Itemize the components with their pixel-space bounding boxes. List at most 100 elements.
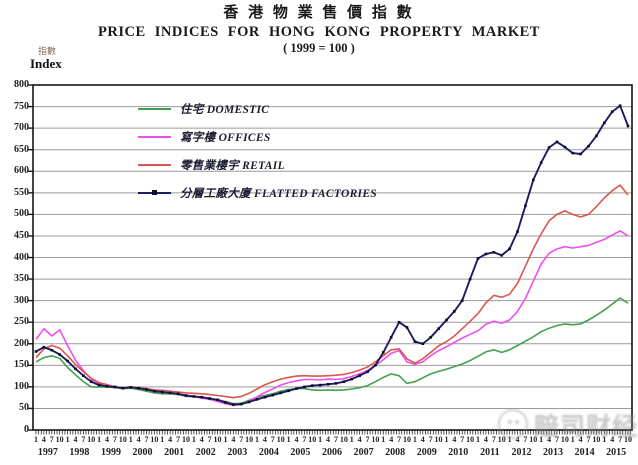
y-axis-label: 0 xyxy=(24,424,29,435)
series-marker xyxy=(508,247,511,251)
series-marker xyxy=(563,145,567,149)
x-axis-month-label: 10 xyxy=(402,435,411,444)
x-axis-month-label: 10 xyxy=(55,435,64,444)
x-axis-month-label: 7 xyxy=(523,435,528,444)
x-axis-month-label: 4 xyxy=(136,435,141,444)
x-axis-month-label: 4 xyxy=(41,435,46,444)
chart-base-year-note: ( 1999 = 100 ) xyxy=(283,40,355,55)
y-axis-label: 650 xyxy=(14,143,29,155)
series-marker xyxy=(334,382,338,385)
x-axis-month-label: 7 xyxy=(302,435,307,444)
x-axis-month-label: 4 xyxy=(357,435,362,444)
x-axis-month-label: 4 xyxy=(105,435,110,444)
x-axis-year-label: 2011 xyxy=(480,447,500,458)
series-marker xyxy=(326,383,330,386)
x-axis-year-label: 2000 xyxy=(132,447,153,458)
x-axis-month-label: 1 xyxy=(128,435,133,444)
series-marker xyxy=(453,310,456,313)
series-marker xyxy=(239,402,243,406)
x-axis-month-label: 10 xyxy=(213,435,222,444)
legend-item-flatted-factories: 分層工廠大廈 FLATTED FACTORIES xyxy=(138,179,377,207)
x-axis-year-label: 2007 xyxy=(353,447,374,458)
x-axis-month-label: 7 xyxy=(554,435,559,444)
x-axis-month-label: 4 xyxy=(547,435,552,444)
series-marker xyxy=(610,110,614,113)
series-marker xyxy=(350,377,353,381)
legend-item-retail: 零售業樓宇 RETAIL xyxy=(138,151,377,179)
series-marker xyxy=(192,395,196,398)
legend-label: 寫字樓 OFFICES xyxy=(180,132,271,144)
series-marker xyxy=(247,400,251,404)
series-marker xyxy=(524,204,527,208)
x-axis-month-label: 4 xyxy=(578,435,583,444)
x-axis-month-label: 4 xyxy=(294,435,299,444)
series-marker xyxy=(555,140,559,144)
series-marker xyxy=(389,336,393,339)
x-axis-month-label: 1 xyxy=(286,435,291,444)
x-axis-year-label: 2006 xyxy=(322,447,342,458)
x-axis-month-label: 10 xyxy=(181,435,190,444)
series-marker xyxy=(97,383,101,387)
series-marker xyxy=(413,340,417,343)
series-marker xyxy=(168,391,172,395)
series-marker xyxy=(113,385,117,389)
x-axis-month-label: 1 xyxy=(507,435,512,444)
y-axis-title-english: Index xyxy=(30,55,62,71)
x-axis-month-label: 1 xyxy=(97,435,102,444)
x-axis-month-label: 1 xyxy=(381,435,386,444)
series-marker xyxy=(90,380,93,383)
series-marker xyxy=(492,251,496,254)
legend-item-domestic: 住宅 DOMESTIC xyxy=(138,95,377,123)
y-axis-label: 800 xyxy=(14,79,29,90)
series-marker xyxy=(382,351,385,354)
x-axis-month-label: 4 xyxy=(420,435,425,444)
y-axis-label: 400 xyxy=(14,251,29,263)
series-marker xyxy=(421,342,425,345)
series-marker xyxy=(216,398,219,402)
x-axis-month-label: 1 xyxy=(349,435,354,444)
x-axis-month-label: 4 xyxy=(326,435,331,444)
x-axis-month-label: 4 xyxy=(610,435,615,444)
plot-border xyxy=(32,84,633,431)
series-marker xyxy=(145,388,148,391)
x-axis-month-label: 10 xyxy=(276,435,285,444)
x-axis-year-label: 2003 xyxy=(227,447,248,458)
legend-swatch xyxy=(138,163,171,167)
series-marker xyxy=(82,374,85,377)
x-axis-year-label: 2005 xyxy=(290,447,311,458)
x-axis-month-label: 1 xyxy=(602,435,607,444)
series-marker xyxy=(405,326,409,329)
x-axis-month-label: 10 xyxy=(592,435,601,444)
x-axis-month-label: 10 xyxy=(118,435,127,444)
title-block: 香 港 物 業 售 價 指 數 PRICE INDICES FOR HONG K… xyxy=(0,4,638,57)
series-marker xyxy=(200,395,204,399)
chart-title-english: PRICE INDICES FOR HONG KONG PROPERTY MAR… xyxy=(98,23,540,40)
series-marker xyxy=(397,320,401,324)
legend-swatch xyxy=(138,135,171,139)
x-axis-month-label: 10 xyxy=(308,435,317,444)
y-axis-label: 550 xyxy=(14,186,29,198)
x-axis-month-label: 7 xyxy=(207,435,212,444)
series-marker xyxy=(137,386,140,390)
legend-item-offices: 寫字樓 OFFICES xyxy=(138,123,377,151)
x-axis-month-label: 7 xyxy=(49,435,54,444)
series-line-3 xyxy=(35,104,629,406)
x-axis-month-label: 1 xyxy=(539,435,544,444)
x-axis-month-label: 4 xyxy=(73,435,78,444)
series-marker xyxy=(476,257,480,260)
y-axis-label: 350 xyxy=(14,273,29,285)
series-marker xyxy=(437,327,440,330)
x-axis-month-label: 10 xyxy=(87,435,96,444)
x-axis-year-label: 1997 xyxy=(37,447,58,458)
x-axis-month-label: 1 xyxy=(223,435,228,444)
series-marker xyxy=(532,178,535,182)
y-axis-label: 300 xyxy=(14,294,29,306)
x-axis-month-label: 10 xyxy=(150,435,159,444)
series-marker xyxy=(342,380,346,383)
series-marker xyxy=(121,386,125,390)
x-axis-year-label: 2012 xyxy=(511,447,532,458)
x-axis-month-label: 10 xyxy=(245,435,254,444)
x-axis-month-label: 1 xyxy=(318,435,323,444)
series-marker xyxy=(279,391,282,395)
